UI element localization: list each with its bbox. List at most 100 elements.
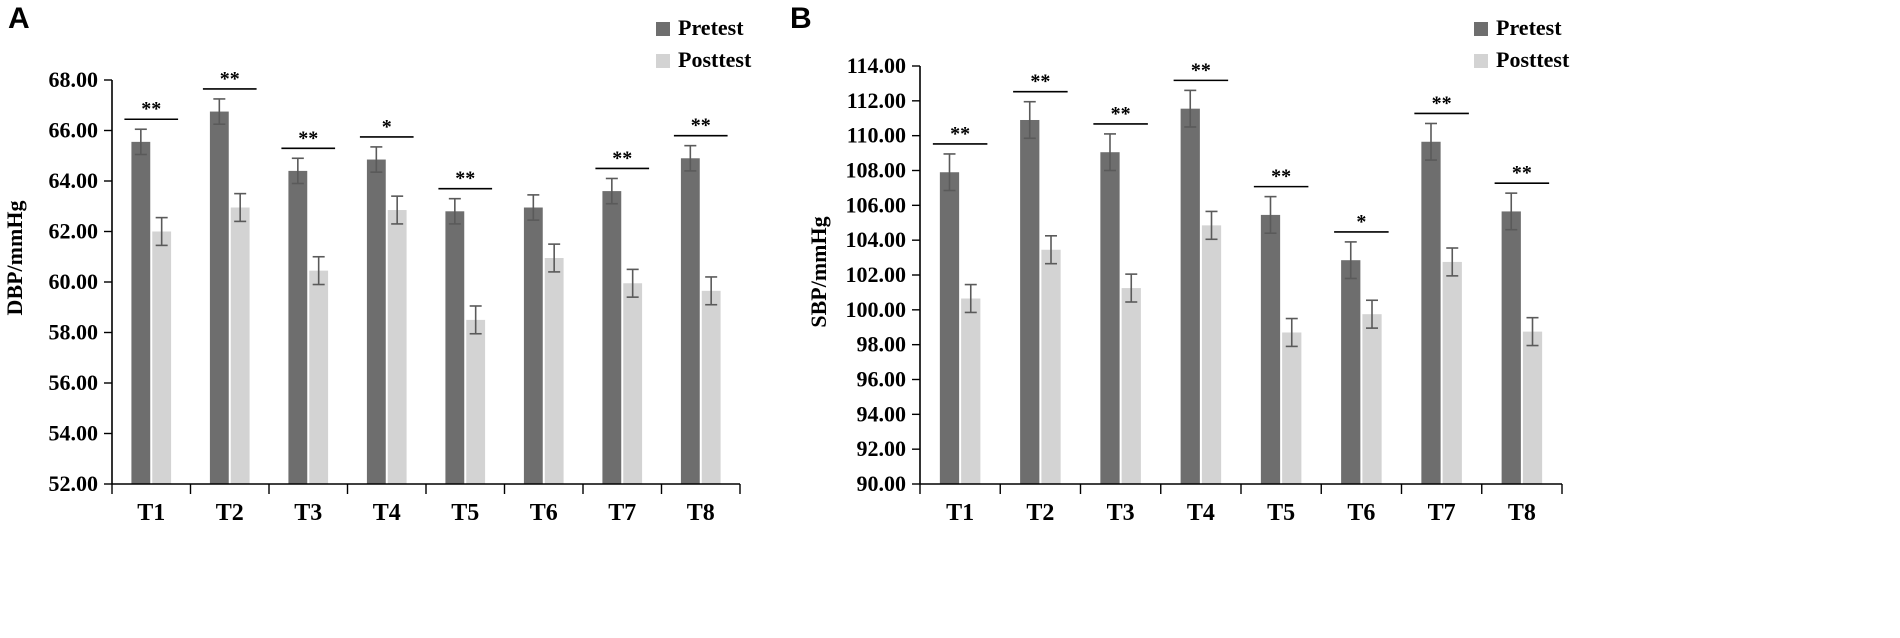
x-tick-label: T5 — [1267, 500, 1295, 526]
y-axis-label: DBP/mmHg — [2, 201, 27, 316]
y-tick-label: 94.00 — [857, 401, 907, 426]
bar-posttest — [1041, 249, 1061, 484]
legend-label-pretest: Pretest — [678, 15, 744, 40]
y-tick-label: 110.00 — [847, 123, 906, 148]
y-axis-label: SBP/mmHg — [806, 216, 831, 327]
significance-label: ** — [1512, 162, 1532, 184]
significance-label: ** — [1191, 59, 1211, 81]
bar-pretest — [523, 207, 543, 484]
bar-posttest — [701, 290, 721, 484]
y-tick-label: 102.00 — [846, 262, 907, 287]
significance-label: ** — [691, 115, 711, 137]
significance-label: ** — [1111, 103, 1131, 125]
bar-posttest — [1282, 332, 1302, 484]
bar-posttest — [230, 207, 250, 484]
bar-pretest — [1260, 214, 1281, 484]
y-tick-label: 114.00 — [847, 53, 906, 78]
y-tick-label: 62.00 — [49, 219, 99, 244]
significance-label: ** — [612, 147, 632, 169]
significance-label: * — [382, 116, 392, 138]
significance-label: * — [1356, 211, 1366, 233]
bar-pretest — [1501, 211, 1521, 484]
y-tick-label: 112.00 — [847, 88, 906, 113]
panel-label: A — [8, 2, 30, 35]
y-tick-label: 98.00 — [857, 332, 907, 357]
bar-posttest — [623, 283, 643, 484]
x-tick-label: T6 — [530, 500, 558, 526]
bar-pretest — [1100, 152, 1120, 484]
y-tick-label: 100.00 — [846, 297, 907, 322]
bar-pretest — [288, 170, 308, 484]
bar-posttest — [309, 270, 329, 484]
y-tick-label: 56.00 — [49, 370, 99, 395]
bar-posttest — [1522, 331, 1543, 484]
x-tick-label: T1 — [946, 500, 974, 526]
significance-label: ** — [950, 123, 970, 145]
y-tick-label: 60.00 — [49, 269, 99, 294]
bar-pretest — [939, 172, 960, 484]
significance-label: ** — [1271, 166, 1291, 188]
y-tick-label: 106.00 — [846, 192, 907, 217]
y-tick-label: 96.00 — [857, 367, 907, 392]
x-tick-label: T2 — [216, 500, 244, 526]
bar-posttest — [1201, 225, 1222, 485]
significance-label: ** — [220, 68, 240, 90]
significance-label: ** — [141, 98, 161, 120]
bar-posttest — [544, 258, 564, 484]
x-tick-label: T6 — [1347, 500, 1375, 526]
bar-pretest — [1341, 260, 1361, 484]
bar-posttest — [1121, 288, 1141, 484]
bar-posttest — [152, 231, 172, 484]
y-tick-label: 54.00 — [49, 421, 99, 446]
significance-label: ** — [455, 168, 475, 190]
bar-pretest — [131, 141, 151, 485]
x-tick-label: T4 — [1187, 500, 1215, 526]
bar-pretest — [680, 158, 700, 484]
significance-label: ** — [1432, 92, 1452, 114]
x-tick-label: T7 — [1428, 500, 1456, 526]
bar-posttest — [961, 298, 981, 484]
bar-pretest — [602, 191, 622, 484]
panel-b: B SBP/mmHg 90.00 92.00 94.00 96.00 98.00 100.00… — [790, 2, 1570, 526]
x-tick-label: T3 — [294, 500, 322, 526]
x-tick-label: T7 — [608, 500, 636, 526]
x-tick-label: T8 — [687, 500, 715, 526]
legend-label-posttest: Posttest — [1496, 47, 1570, 72]
y-tick-label: 52.00 — [49, 471, 99, 496]
x-tick-label: T3 — [1107, 500, 1135, 526]
legend-swatch-pretest — [1474, 22, 1488, 36]
bar-posttest — [466, 319, 486, 484]
significance-label: ** — [1030, 71, 1050, 93]
y-tick-label: 66.00 — [49, 118, 99, 143]
bar-posttest — [1442, 261, 1462, 484]
significance-label: ** — [298, 127, 318, 149]
bar-pretest — [1180, 108, 1200, 484]
bar-pretest — [1020, 119, 1040, 484]
x-tick-label: T1 — [137, 500, 165, 526]
x-tick-label: T8 — [1508, 500, 1536, 526]
y-tick-label: 58.00 — [49, 320, 99, 345]
y-tick-label: 90.00 — [857, 471, 907, 496]
bar-pretest — [445, 211, 465, 485]
bar-posttest — [1362, 314, 1382, 484]
bar-pretest — [209, 111, 229, 484]
x-tick-label: T2 — [1026, 500, 1054, 526]
legend-label-pretest: Pretest — [1496, 15, 1562, 40]
y-tick-label: 108.00 — [846, 158, 907, 183]
y-tick-label: 68.00 — [49, 67, 99, 92]
legend-label-posttest: Posttest — [678, 47, 752, 72]
x-tick-label: T4 — [373, 500, 401, 526]
y-tick-label: 64.00 — [49, 168, 99, 193]
panel-a: A DBP/mmHg 52.00 54.00 56.00 58.00 60.00 62.00 6… — [2, 2, 752, 526]
legend-swatch-pretest — [656, 22, 670, 36]
bar-pretest — [1421, 141, 1441, 484]
panel-label: B — [790, 2, 812, 35]
bar-posttest — [387, 210, 407, 484]
y-tick-label: 92.00 — [857, 436, 907, 461]
x-tick-label: T5 — [451, 500, 479, 526]
legend-swatch-posttest — [1474, 54, 1488, 68]
bar-pretest — [366, 159, 386, 484]
y-tick-label: 104.00 — [846, 227, 907, 252]
legend-swatch-posttest — [656, 54, 670, 68]
